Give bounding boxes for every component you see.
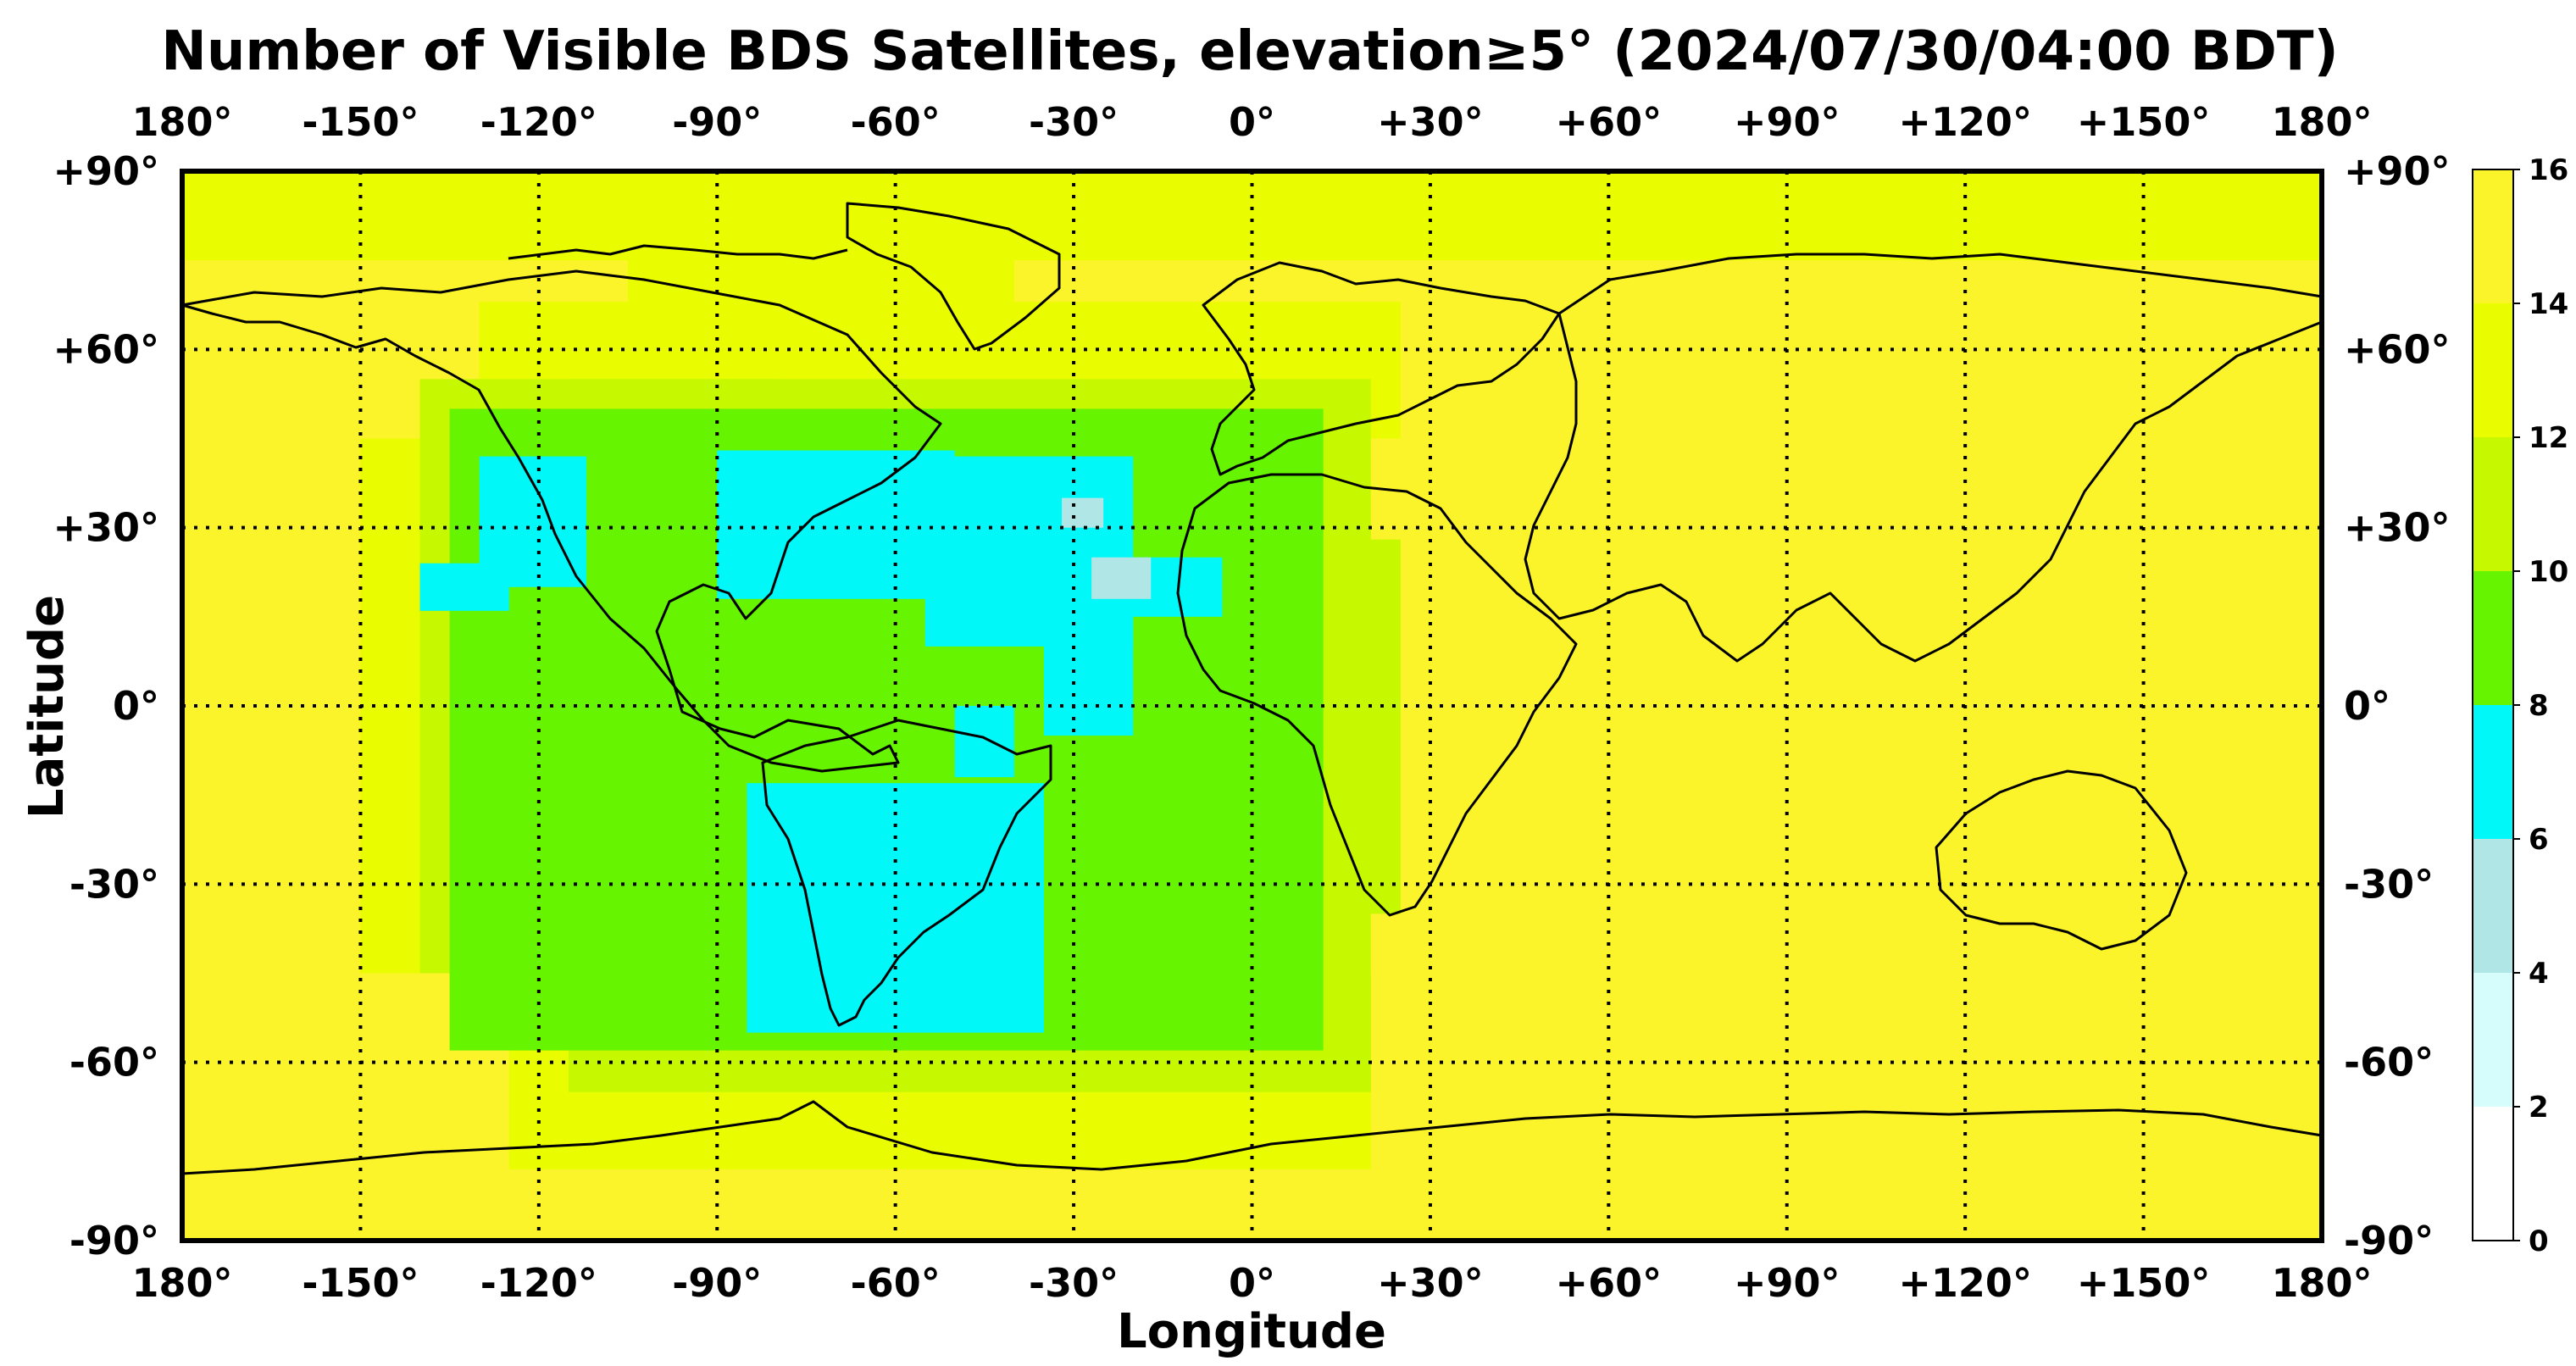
top-lon-tick-label: -120° xyxy=(480,99,597,145)
top-lon-tick-label: +90° xyxy=(1734,99,1840,145)
colorbar-tick-label: 10 xyxy=(2529,555,2568,589)
bottom-lon-tick-label: -120° xyxy=(480,1260,597,1306)
bottom-lon-tick-label: -150° xyxy=(302,1260,419,1306)
coastlines xyxy=(180,202,2323,1175)
right-lat-tick-label: +60° xyxy=(2344,326,2451,372)
colorbar-level xyxy=(2473,571,2513,705)
field-region-level-7 xyxy=(954,706,1014,778)
field-region-level-5 xyxy=(1091,557,1152,599)
left-lat-tick-label: -60° xyxy=(69,1040,159,1086)
colorbar-level xyxy=(2473,303,2513,437)
top-lon-tick-label: +30° xyxy=(1377,99,1484,145)
top-lon-tick-label: +60° xyxy=(1556,99,1663,145)
coastline-arctic-islands xyxy=(508,244,848,260)
colorbar-tick-label: 8 xyxy=(2529,689,2549,723)
colorbar-level xyxy=(2473,169,2513,303)
right-latitude-ticks: +90° +60° +30° 0° -30° -60° -90° xyxy=(2344,148,2451,1263)
right-lat-tick-label: +30° xyxy=(2344,505,2451,551)
colorbar: 16 14 12 10 8 6 4 2 0 xyxy=(2472,153,2568,1258)
left-lat-tick-label: 0° xyxy=(113,683,159,729)
colorbar-level xyxy=(2473,839,2513,973)
colorbar-tick-label: 0 xyxy=(2529,1224,2549,1258)
colorbar-tick-label: 12 xyxy=(2529,421,2568,455)
top-lon-tick-label: -30° xyxy=(1029,99,1119,145)
bottom-longitude-ticks: 180° -150° -120° -90° -60° -30° 0° +30° +60° +90°… xyxy=(131,1260,2372,1306)
coastline-north-america xyxy=(180,269,942,773)
bottom-lon-tick-label: +90° xyxy=(1734,1260,1840,1306)
left-latitude-ticks: +90° +60° +30° 0° -30° -60° -90° xyxy=(53,148,159,1263)
bottom-lon-tick-label: 180° xyxy=(131,1260,232,1306)
coastline-south-america xyxy=(761,719,1052,1027)
right-lat-tick-label: 0° xyxy=(2344,683,2390,729)
bottom-lon-tick-label: +150° xyxy=(2077,1260,2211,1306)
colorbar-level xyxy=(2473,1107,2513,1241)
bottom-lon-tick-label: -90° xyxy=(672,1260,762,1306)
right-lat-tick-label: -90° xyxy=(2344,1218,2434,1263)
top-lon-tick-label: -150° xyxy=(302,99,419,145)
coastline-europe xyxy=(1202,261,1561,476)
chart-title: Number of Visible BDS Satellites, elevat… xyxy=(161,20,2338,83)
field-region-level-7 xyxy=(1044,586,1134,736)
left-lat-tick-label: +60° xyxy=(53,326,159,372)
top-lon-tick-label: 0° xyxy=(1229,99,1275,145)
top-longitude-ticks: 180° -150° -120° -90° -60° -30° 0° +30° +60° +90°… xyxy=(131,99,2372,145)
colorbar-level xyxy=(2473,705,2513,839)
graticule xyxy=(182,171,2322,1241)
bottom-lon-tick-label: 0° xyxy=(1229,1260,1275,1306)
right-lat-tick-label: +90° xyxy=(2344,148,2451,194)
colorbar-ticks: 16 14 12 10 8 6 4 2 0 xyxy=(2513,153,2568,1258)
coastline-greenland xyxy=(846,202,1061,351)
colorbar-tick-label: 16 xyxy=(2529,153,2568,187)
bottom-lon-tick-label: +60° xyxy=(1556,1260,1663,1306)
bottom-lon-tick-label: 180° xyxy=(2271,1260,2372,1306)
field-region-level-7 xyxy=(717,450,955,599)
field-region-level-7 xyxy=(419,563,509,611)
colorbar-tick-label: 14 xyxy=(2529,287,2568,321)
right-lat-tick-label: -30° xyxy=(2344,861,2434,907)
colorbar-tick-label: 4 xyxy=(2529,957,2549,991)
field-region-level-11 xyxy=(1311,539,1401,914)
coastline-antarctica xyxy=(181,1100,2323,1175)
colorbar-level xyxy=(2473,437,2513,571)
left-lat-tick-label: +90° xyxy=(53,148,159,194)
map-plot-area xyxy=(180,169,2324,1243)
right-lat-tick-label: -60° xyxy=(2344,1040,2434,1086)
coastline-africa xyxy=(1176,473,1578,917)
coastline-australia xyxy=(1935,769,2188,951)
top-lon-tick-label: 180° xyxy=(131,99,232,145)
field-region-level-5 xyxy=(1062,497,1104,528)
x-axis-label: Longitude xyxy=(1117,1304,1386,1359)
top-lon-tick-label: 180° xyxy=(2271,99,2372,145)
map-frame xyxy=(180,169,2324,1243)
top-lon-tick-label: -60° xyxy=(851,99,941,145)
top-lon-tick-label: +150° xyxy=(2077,99,2211,145)
colorbar-tick-label: 6 xyxy=(2529,823,2549,857)
bottom-lon-tick-label: +120° xyxy=(1898,1260,2032,1306)
y-axis-label: Latitude xyxy=(19,595,75,819)
bottom-lon-tick-label: -30° xyxy=(1029,1260,1119,1306)
left-lat-tick-label: +30° xyxy=(53,505,159,551)
left-lat-tick-label: -30° xyxy=(69,861,159,907)
colorbar-tick-label: 2 xyxy=(2529,1091,2549,1124)
left-lat-tick-label: -90° xyxy=(69,1218,159,1263)
colorbar-level xyxy=(2473,973,2513,1107)
top-lon-tick-label: +120° xyxy=(1898,99,2032,145)
coastline-asia xyxy=(1524,253,2323,663)
bottom-lon-tick-label: -60° xyxy=(851,1260,941,1306)
bottom-lon-tick-label: +30° xyxy=(1377,1260,1484,1306)
top-lon-tick-label: -90° xyxy=(672,99,762,145)
